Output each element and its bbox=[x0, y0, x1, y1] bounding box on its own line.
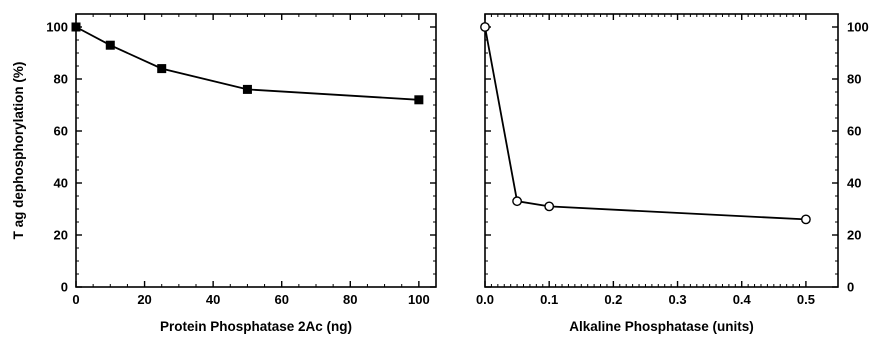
x-tick-label: 0.1 bbox=[540, 292, 558, 307]
series-right bbox=[480, 22, 811, 225]
plot-frame-left bbox=[75, 13, 437, 288]
y-tick-label: 80 bbox=[54, 72, 68, 87]
y-tick-label: 0 bbox=[61, 280, 68, 295]
data-point bbox=[414, 95, 424, 105]
y-tick-label: 20 bbox=[54, 228, 68, 243]
x-tick-label: 80 bbox=[343, 292, 357, 307]
x-tick-label: 0 bbox=[72, 292, 79, 307]
x-tick-label: 0.2 bbox=[604, 292, 622, 307]
data-point bbox=[512, 196, 522, 207]
x-tick-label: 0.0 bbox=[476, 292, 494, 307]
x-tick-label: 0.3 bbox=[669, 292, 687, 307]
y-tick-label: 40 bbox=[847, 176, 861, 191]
y-tick-label: 60 bbox=[54, 124, 68, 139]
y-tick-label: 0 bbox=[847, 280, 854, 295]
y-tick-label: 100 bbox=[847, 20, 869, 35]
ticks-right: 0.0 0.1 0.2 0.3 0.4 0.5 0 20 40 60 80 100 bbox=[476, 14, 869, 307]
chart-left: 0 20 40 60 80 100 0 20 40 60 80 100 Protein Phospha… bbox=[11, 13, 437, 334]
x-axis-title-right: Alkaline Phosphatase (units) bbox=[569, 319, 754, 334]
data-point bbox=[801, 214, 811, 225]
x-tick-label: 0.4 bbox=[733, 292, 752, 307]
y-tick-label: 80 bbox=[847, 72, 861, 87]
y-tick-label: 100 bbox=[46, 20, 68, 35]
x-tick-label: 100 bbox=[408, 292, 430, 307]
y-axis-title-left: T ag dephosphorylation (%) bbox=[11, 62, 26, 240]
x-tick-label: 20 bbox=[137, 292, 151, 307]
data-point bbox=[242, 84, 252, 94]
series-line bbox=[484, 26, 806, 221]
x-tick-label: 60 bbox=[274, 292, 288, 307]
plot-frame-right bbox=[484, 13, 839, 288]
x-axis-title-left: Protein Phosphatase 2Ac (ng) bbox=[160, 319, 352, 334]
data-point bbox=[71, 22, 81, 32]
x-tick-label: 0.5 bbox=[797, 292, 815, 307]
series-left bbox=[71, 22, 424, 105]
data-point bbox=[157, 64, 167, 74]
data-point bbox=[105, 40, 115, 50]
y-tick-label: 60 bbox=[847, 124, 861, 139]
y-tick-label: 40 bbox=[54, 176, 68, 191]
chart-right: 0.0 0.1 0.2 0.3 0.4 0.5 0 20 40 60 80 100 Alkaline … bbox=[476, 13, 869, 334]
ticks-left: 0 20 40 60 80 100 0 20 40 60 80 100 bbox=[46, 14, 436, 307]
data-point bbox=[544, 201, 555, 212]
y-tick-label: 20 bbox=[847, 228, 861, 243]
x-tick-label: 40 bbox=[206, 292, 220, 307]
data-point bbox=[480, 22, 490, 32]
